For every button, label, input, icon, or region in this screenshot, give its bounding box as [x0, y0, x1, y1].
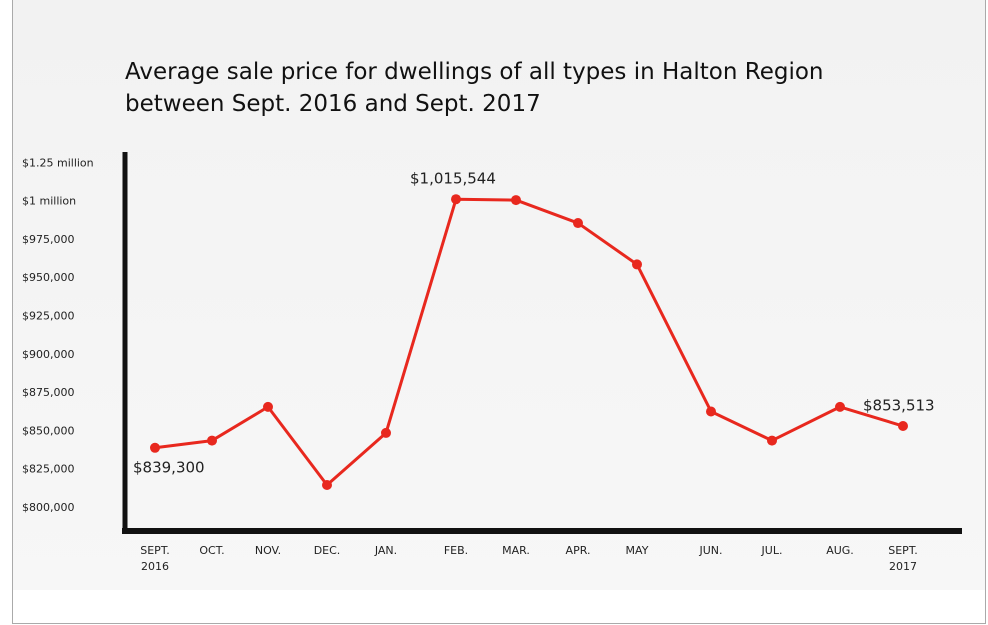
point — [263, 401, 273, 412]
point — [898, 421, 908, 432]
y-tick-label: $950,000 — [22, 271, 75, 284]
x-tick-label: SEPT. 2017 — [888, 544, 918, 573]
point — [451, 194, 461, 205]
line — [154, 197, 904, 487]
point — [767, 435, 777, 446]
x-tick-label: JUL. — [761, 544, 783, 557]
x-tick-label: APR. — [565, 544, 591, 557]
y-tick-label: $800,000 — [22, 501, 75, 514]
point — [381, 427, 391, 438]
y-tick-label: $975,000 — [22, 233, 75, 246]
point — [150, 442, 160, 453]
y-tick-label: $1 million — [22, 195, 76, 208]
x-tick-label: AUG. — [826, 544, 854, 557]
y-tick-label: $1.25 million — [22, 156, 94, 169]
x-tick-label: JUN. — [699, 544, 723, 557]
y-tick-label: $925,000 — [22, 310, 75, 323]
x-tick-label: OCT. — [199, 544, 225, 557]
chart-title: Average sale price for dwellings of all … — [125, 59, 824, 117]
chart-panel — [13, 0, 985, 590]
x-tick-label: MAY — [625, 544, 649, 557]
x-tick-label: FEB. — [443, 544, 469, 557]
x-tick-label: DEC. — [313, 544, 341, 557]
point — [511, 195, 521, 206]
x-tick-label: NOV. — [254, 544, 282, 557]
y-tick-label: $900,000 — [22, 348, 75, 361]
y-tick-label: $850,000 — [22, 424, 75, 437]
point — [706, 406, 716, 417]
value-label: $839,300 — [133, 458, 205, 476]
x-tick-label: SEPT. 2016 — [140, 544, 170, 573]
x-tick-label: MAR. — [502, 544, 530, 557]
point — [573, 218, 583, 229]
y-tick-label: $875,000 — [22, 386, 75, 399]
x-tick-label: JAN. — [374, 544, 398, 557]
value-label: $853,513 — [863, 397, 935, 415]
y-tick-label: $825,000 — [22, 463, 75, 476]
value-label: $1,015,544 — [410, 170, 496, 188]
point — [322, 480, 332, 491]
point — [207, 435, 217, 446]
point — [835, 401, 845, 412]
point — [632, 259, 642, 270]
